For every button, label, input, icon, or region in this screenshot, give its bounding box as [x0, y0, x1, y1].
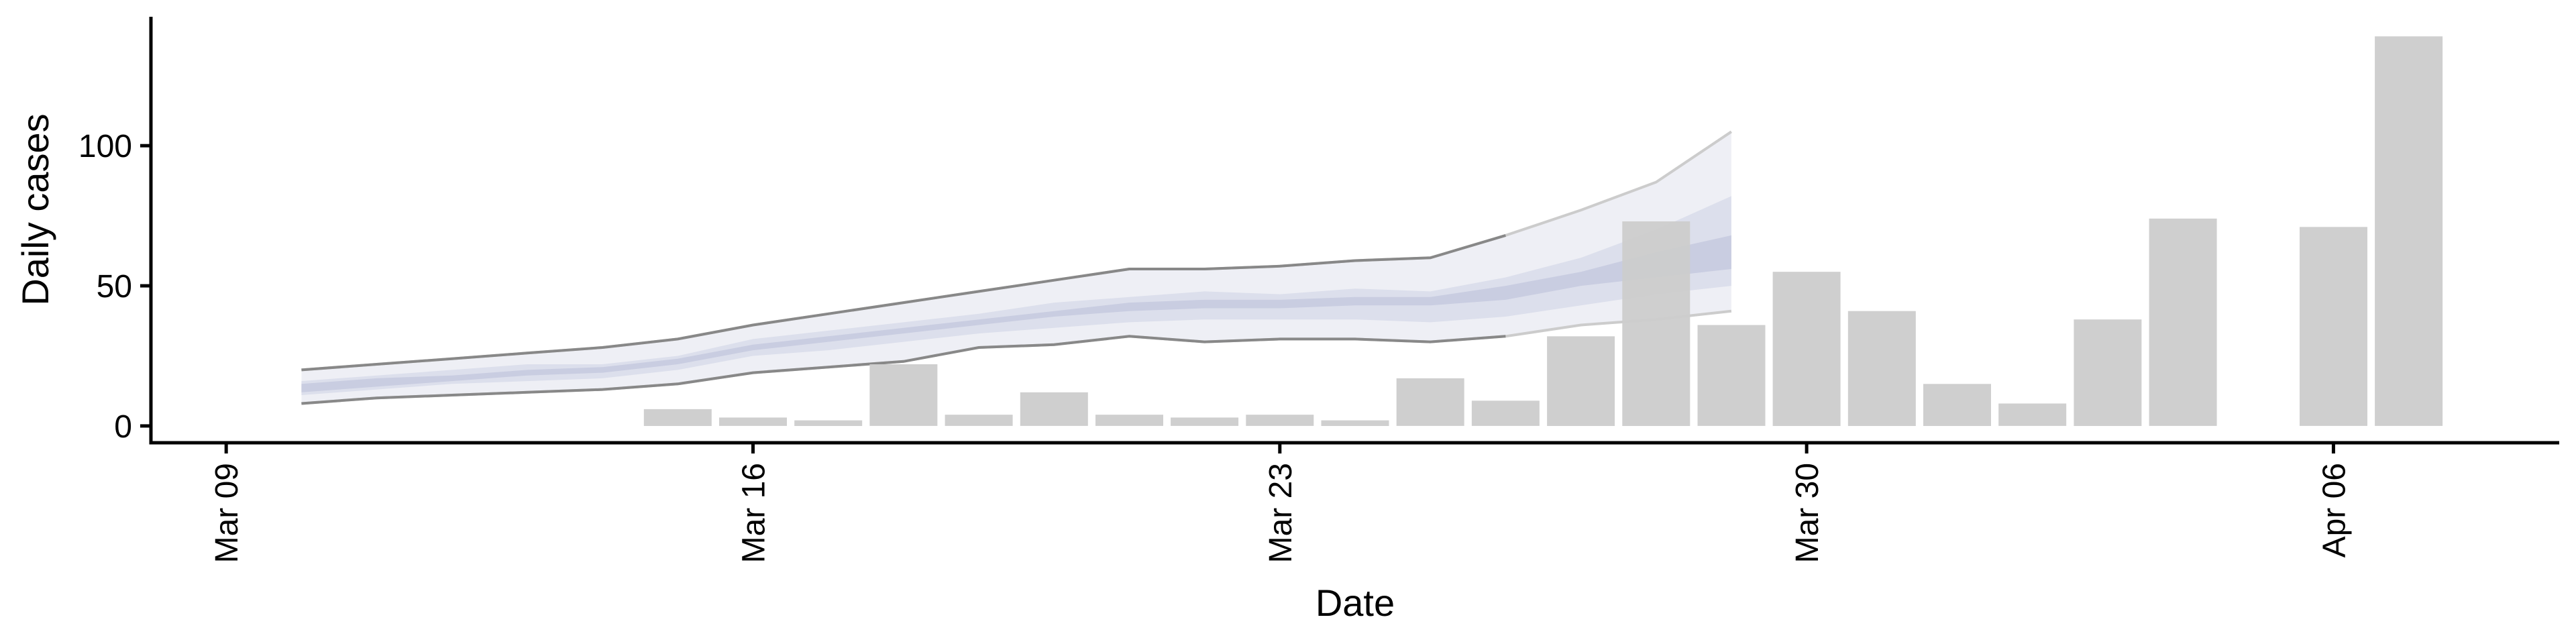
- case-bar: [1321, 420, 1389, 426]
- case-bar: [1697, 325, 1766, 426]
- x-tick-label: Mar 30: [1790, 463, 1825, 563]
- y-tick-label: 0: [114, 409, 132, 445]
- case-bar: [945, 415, 1013, 426]
- case-bar: [1246, 415, 1314, 426]
- case-bar: [869, 364, 938, 426]
- case-bar: [1622, 221, 1690, 426]
- case-bar: [2074, 319, 2142, 426]
- case-bar: [1847, 311, 1916, 426]
- case-bar: [643, 409, 712, 426]
- case-bar: [2375, 36, 2443, 426]
- band-bound-line: [301, 335, 1506, 405]
- case-bar: [719, 417, 787, 426]
- case-bar: [1471, 400, 1540, 426]
- y-axis-title: Daily cases: [14, 113, 56, 305]
- case-bar: [794, 420, 863, 426]
- case-bar: [1020, 392, 1088, 426]
- case-bar: [2149, 218, 2217, 426]
- x-axis-ticks: Mar 09 Mar 16 Mar 23 Mar 30 Apr 06: [209, 443, 2352, 563]
- case-bar: [1095, 415, 1163, 426]
- axes: [149, 17, 2559, 445]
- x-axis-title: Date: [1316, 582, 1395, 624]
- x-tick-label: Mar 16: [737, 463, 772, 563]
- band-bound-line: [301, 233, 1506, 372]
- case-bar: [2300, 227, 2367, 426]
- band-90: [301, 131, 1731, 404]
- estimate-bands: [301, 130, 1733, 405]
- y-tick-label: 50: [97, 269, 132, 305]
- band-20: [301, 235, 1731, 392]
- case-bar: [1547, 336, 1615, 426]
- case-bar: [1171, 417, 1239, 426]
- y-axis-ticks: 0 50 100: [78, 129, 151, 445]
- case-bar: [1772, 272, 1841, 426]
- x-tick-label: Mar 23: [1263, 463, 1299, 563]
- case-bar: [1923, 384, 1991, 426]
- y-tick-label: 100: [78, 129, 132, 164]
- x-tick-label: Apr 06: [2316, 463, 2352, 557]
- case-bar: [1998, 403, 2067, 426]
- case-bars: [643, 36, 2443, 426]
- case-bar: [1396, 378, 1464, 426]
- x-tick-label: Mar 09: [209, 463, 245, 563]
